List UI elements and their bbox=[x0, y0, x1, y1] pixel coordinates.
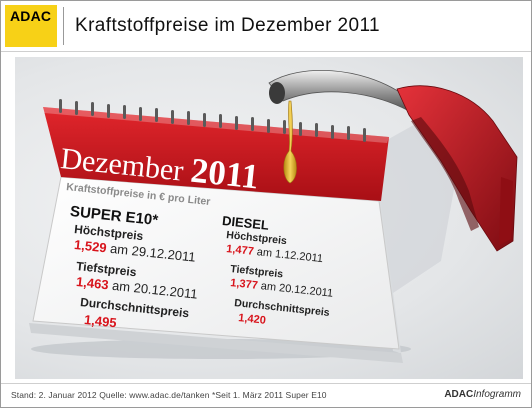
nozzle-grip bbox=[499, 177, 513, 245]
nozzle-tip bbox=[269, 82, 285, 104]
footer-source: Stand: 2. Januar 2012 Quelle: www.adac.d… bbox=[11, 390, 327, 400]
calendar-base bbox=[29, 323, 403, 363]
header-divider bbox=[63, 7, 64, 45]
nozzle-trigger bbox=[411, 117, 479, 231]
header: ADAC Kraftstoffpreise im Dezember 2011 bbox=[1, 1, 531, 52]
footer: Stand: 2. Januar 2012 Quelle: www.adac.d… bbox=[1, 383, 531, 407]
footer-brand-italic: Infogramm bbox=[473, 389, 521, 400]
date-prefix: am bbox=[111, 277, 131, 295]
footer-brand: ADACInfogramm bbox=[444, 389, 521, 400]
date-prefix: am bbox=[256, 246, 273, 260]
calendar-header bbox=[43, 107, 389, 201]
calendar-rings bbox=[59, 99, 366, 142]
calendar-header-highlight bbox=[43, 107, 389, 143]
date-prefix: am bbox=[109, 240, 129, 258]
fuel-drop bbox=[283, 100, 297, 184]
month-year: 2011 bbox=[188, 150, 261, 197]
footer-brand-bold: ADAC bbox=[444, 389, 474, 400]
calendar-page bbox=[32, 176, 400, 350]
page-title: Kraftstoffpreise im Dezember 2011 bbox=[75, 15, 381, 36]
adac-logo: ADAC bbox=[5, 5, 57, 47]
date-prefix: am bbox=[260, 280, 277, 294]
